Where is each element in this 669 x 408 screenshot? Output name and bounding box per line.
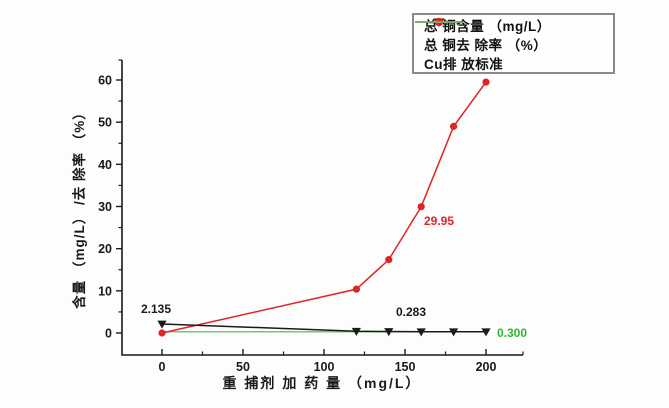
y-tick-label: 40 — [98, 158, 112, 172]
x-tick-label: 0 — [159, 360, 166, 374]
circle-marker — [450, 122, 458, 130]
legend-label-removal: 总 铜去 除率 （%） — [424, 37, 548, 53]
x-tick-label: 150 — [395, 360, 416, 374]
y-tick-label: 0 — [105, 327, 112, 341]
axis-spines — [121, 60, 523, 356]
plain-line-icon — [415, 21, 463, 23]
y-tick-label: 60 — [98, 73, 112, 87]
triangle-marker — [416, 328, 426, 337]
triangle-marker — [351, 327, 361, 336]
legend-label-standard: Cu排 放标准 — [424, 56, 504, 72]
y-axis-title: 含量 （mg/L） /去 除率 （%） — [72, 105, 87, 309]
triangle-marker — [157, 320, 167, 329]
triangle-marker — [449, 328, 459, 337]
x-tick-label: 100 — [314, 360, 335, 374]
circle-marker — [158, 329, 166, 337]
series-line — [161, 323, 486, 333]
triangle-marker — [384, 328, 394, 337]
triangle-marker — [481, 328, 491, 337]
legend-item-removal: 总 铜去 除率 （%） — [415, 17, 607, 53]
circle-marker — [417, 203, 425, 211]
annotation-content-min: 0.283 — [396, 305, 427, 319]
annotation-removal-rate: 29.95 — [424, 214, 455, 228]
legend-item-standard: Cu排 放标准 — [415, 21, 607, 72]
series-line — [161, 81, 487, 334]
y-tick-label: 20 — [98, 242, 112, 256]
y-tick-label: 30 — [98, 200, 112, 214]
circle-marker — [352, 285, 360, 293]
annotation-standard-value: 0.300 — [497, 326, 528, 340]
x-tick-label: 200 — [476, 360, 497, 374]
legend-box: 总 铜含量 （mg/L） 总 铜去 除率 （%） Cu排 放标准 — [412, 13, 615, 74]
y-tick-label: 50 — [98, 116, 112, 130]
circle-marker — [385, 256, 393, 264]
x-axis-title: 重 捕剂 加 药 量 （mg/L） — [222, 375, 422, 391]
circle-marker — [482, 78, 490, 86]
annotation-content-first: 2.135 — [141, 302, 172, 316]
x-tick-label: 50 — [236, 360, 250, 374]
y-tick-label: 10 — [98, 284, 112, 298]
